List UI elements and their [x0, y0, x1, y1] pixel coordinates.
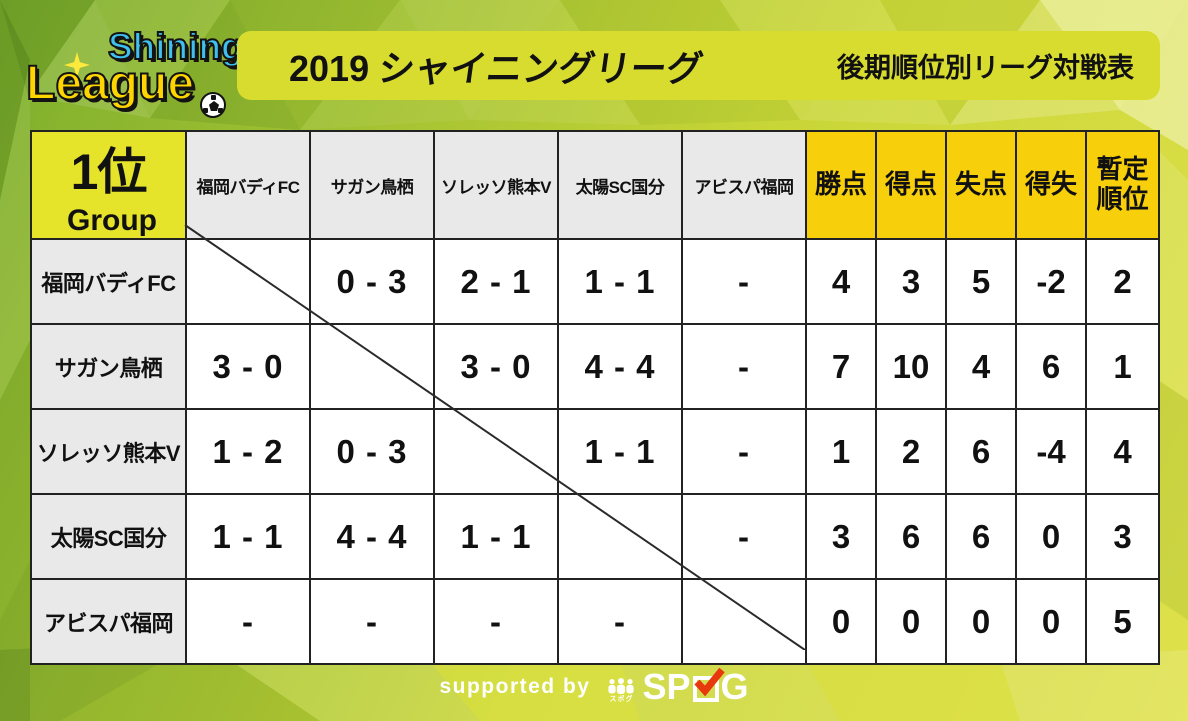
- stat-column-header: 失点: [945, 130, 1017, 240]
- stat-cell: 1: [1085, 323, 1160, 410]
- footer: supported by スポグ SP G: [0, 664, 1188, 710]
- stat-cell: 3: [805, 493, 877, 580]
- team-column-header: サガン鳥栖: [309, 130, 435, 240]
- stat-cell: 2: [875, 408, 947, 495]
- result-cell: -: [681, 493, 807, 580]
- stat-cell: 6: [945, 408, 1017, 495]
- spog-letters-suffix: G: [720, 665, 749, 707]
- league-year: 2019: [289, 47, 370, 89]
- checkbox-icon: [692, 667, 725, 702]
- stat-cell: 7: [805, 323, 877, 410]
- stat-cell: 6: [875, 493, 947, 580]
- team-row-header: ソレッソ熊本V: [30, 408, 187, 495]
- team-row-header: 太陽SC国分: [30, 493, 187, 580]
- result-cell: [309, 323, 435, 410]
- team-row-header: アビスパ福岡: [30, 578, 187, 665]
- result-cell: -: [309, 578, 435, 665]
- spog-letters-prefix: SP: [642, 665, 691, 707]
- logo-word-shining: Shining: [107, 26, 245, 67]
- stat-cell: 3: [1085, 493, 1160, 580]
- people-icon: [608, 678, 635, 695]
- spog-logo: スポグ SP G: [606, 665, 749, 707]
- result-cell: 4 - 4: [557, 323, 683, 410]
- team-column-header: ソレッソ熊本V: [433, 130, 559, 240]
- result-cell: 1 - 1: [557, 408, 683, 495]
- table-row: 福岡バディFC 0 - 3 2 - 1 1 - 1 - 4 3 5 -2 2: [30, 238, 1160, 325]
- result-cell: [557, 493, 683, 580]
- table-row: ソレッソ熊本V 1 - 2 0 - 3 1 - 1 - 1 2 6 -4 4: [30, 408, 1160, 495]
- group-rank-label: 1位: [70, 144, 148, 200]
- result-cell: 1 - 1: [433, 493, 559, 580]
- stat-cell: 4: [1085, 408, 1160, 495]
- stat-cell: 0: [1015, 493, 1087, 580]
- spog-wordmark: SP G: [642, 665, 749, 707]
- stat-cell: 6: [945, 493, 1017, 580]
- result-cell: -: [681, 408, 807, 495]
- group-suffix-label: Group: [67, 204, 157, 237]
- stat-cell: 0: [1015, 578, 1087, 665]
- stat-cell: -4: [1015, 408, 1087, 495]
- result-cell: 0 - 3: [309, 238, 435, 325]
- result-cell: 4 - 4: [309, 493, 435, 580]
- spog-people-mark: スポグ: [606, 678, 636, 703]
- result-cell: [681, 578, 807, 665]
- logo-word-league: League: [25, 57, 195, 110]
- result-cell: 2 - 1: [433, 238, 559, 325]
- check-icon: [693, 667, 725, 697]
- team-column-header: 太陽SC国分: [557, 130, 683, 240]
- team-column-header: 福岡バディFC: [185, 130, 311, 240]
- result-cell: -: [185, 578, 311, 665]
- header-row: 1位 Group 福岡バディFC サガン鳥栖 ソレッソ熊本V 太陽SC国分 アビス…: [30, 130, 1160, 240]
- stat-column-header: 暫定順位: [1085, 130, 1160, 240]
- stat-cell: 6: [1015, 323, 1087, 410]
- result-cell: -: [681, 323, 807, 410]
- soccer-ball-icon: [200, 92, 226, 118]
- stat-cell: 0: [805, 578, 877, 665]
- team-row-header: 福岡バディFC: [30, 238, 187, 325]
- result-cell: 1 - 1: [557, 238, 683, 325]
- league-table-area: 1位 Group 福岡バディFC サガン鳥栖 ソレッソ熊本V 太陽SC国分 アビス…: [30, 130, 1160, 665]
- stat-cell: -2: [1015, 238, 1087, 325]
- title-banner: 2019 シャイニングリーグ 後期順位別リーグ対戦表: [237, 31, 1160, 100]
- result-cell: 1 - 2: [185, 408, 311, 495]
- table-row: 太陽SC国分 1 - 1 4 - 4 1 - 1 - 3 6 6 0 3: [30, 493, 1160, 580]
- table-row: アビスパ福岡 - - - - 0 0 0 0 5: [30, 578, 1160, 665]
- group-header-cell: 1位 Group: [30, 130, 187, 240]
- team-row-header: サガン鳥栖: [30, 323, 187, 410]
- result-cell: 0 - 3: [309, 408, 435, 495]
- stat-column-header: 勝点: [805, 130, 877, 240]
- stat-cell: 0: [945, 578, 1017, 665]
- result-cell: -: [433, 578, 559, 665]
- stat-column-header: 得点: [875, 130, 947, 240]
- result-cell: [433, 408, 559, 495]
- league-name: シャイニングリーグ: [375, 47, 706, 89]
- league-table: 1位 Group 福岡バディFC サガン鳥栖 ソレッソ熊本V 太陽SC国分 アビス…: [30, 130, 1160, 665]
- stat-cell: 1: [805, 408, 877, 495]
- supported-by-label: supported by: [439, 675, 591, 698]
- stat-cell: 4: [945, 323, 1017, 410]
- stat-cell: 5: [1085, 578, 1160, 665]
- stat-cell: 0: [875, 578, 947, 665]
- result-cell: -: [557, 578, 683, 665]
- league-title: 2019 シャイニングリーグ: [289, 40, 706, 92]
- league-subtitle: 後期順位別リーグ対戦表: [837, 53, 1134, 83]
- result-cell: 1 - 1: [185, 493, 311, 580]
- result-cell: 3 - 0: [185, 323, 311, 410]
- stat-cell: 10: [875, 323, 947, 410]
- stat-cell: 4: [805, 238, 877, 325]
- table-row: サガン鳥栖 3 - 0 3 - 0 4 - 4 - 7 10 4 6 1: [30, 323, 1160, 410]
- stat-cell: 5: [945, 238, 1017, 325]
- stat-column-header: 得失: [1015, 130, 1087, 240]
- stat-cell: 2: [1085, 238, 1160, 325]
- result-cell: [185, 238, 311, 325]
- result-cell: -: [681, 238, 807, 325]
- result-cell: 3 - 0: [433, 323, 559, 410]
- stat-cell: 3: [875, 238, 947, 325]
- spog-reading-label: スポグ: [609, 696, 634, 704]
- team-column-header: アビスパ福岡: [681, 130, 807, 240]
- shining-league-logo: Shining League: [25, 12, 268, 126]
